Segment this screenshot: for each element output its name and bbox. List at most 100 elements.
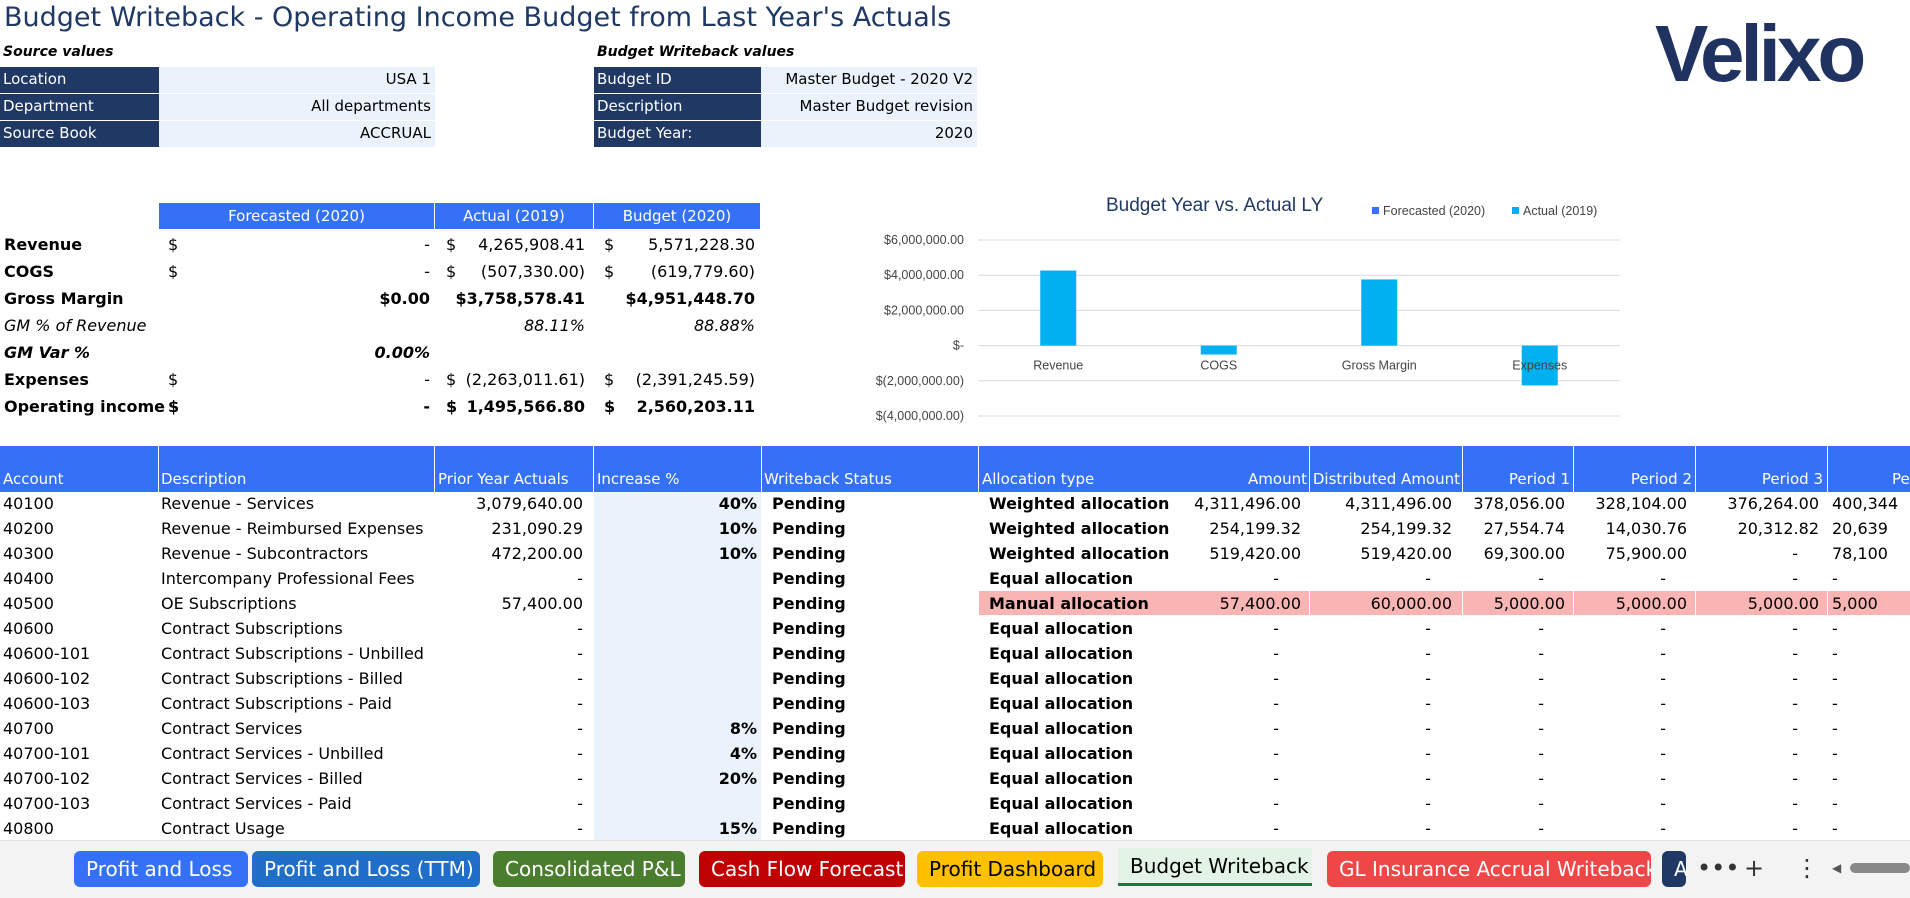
prior-year-cell[interactable]: 231,090.29	[491, 519, 583, 538]
period-1-cell[interactable]: 69,300.00	[1483, 544, 1565, 563]
period-4-cell[interactable]: -	[1832, 694, 1838, 713]
prior-year-cell[interactable]: -	[577, 794, 583, 813]
description-cell[interactable]: Contract Services - Billed	[161, 769, 363, 788]
amount-cell[interactable]: -	[1273, 569, 1279, 588]
writeback-status-cell[interactable]: Pending	[772, 819, 846, 838]
period-3-cell[interactable]: -	[1792, 719, 1798, 738]
prior-year-cell[interactable]: -	[577, 769, 583, 788]
period-2-cell[interactable]: -	[1660, 744, 1666, 763]
allocation-type-cell[interactable]: Manual allocation	[989, 594, 1149, 613]
scrollbar-thumb[interactable]	[1850, 863, 1910, 873]
prior-year-cell[interactable]: 3,079,640.00	[476, 494, 583, 513]
writeback-status-cell[interactable]: Pending	[772, 594, 846, 613]
account-cell[interactable]: 40300	[3, 544, 54, 563]
period-2-cell[interactable]: -	[1660, 569, 1666, 588]
description-cell[interactable]: Contract Subscriptions - Billed	[161, 669, 403, 688]
period-4-cell[interactable]: -	[1832, 769, 1838, 788]
description-cell[interactable]: OE Subscriptions	[161, 594, 297, 613]
increase-cell[interactable]: 15%	[718, 819, 757, 838]
description-cell[interactable]: Contract Subscriptions	[161, 619, 343, 638]
bar-cogs[interactable]	[1200, 345, 1237, 355]
writeback-status-cell[interactable]: Pending	[772, 719, 846, 738]
period-1-cell[interactable]: -	[1538, 819, 1544, 838]
bar-revenue[interactable]	[1040, 270, 1077, 346]
description-cell[interactable]: Contract Services	[161, 719, 303, 738]
period-1-cell[interactable]: 5,000.00	[1493, 594, 1565, 613]
account-cell[interactable]: 40600-102	[3, 669, 91, 688]
actual-value[interactable]: (507,330.00)	[480, 262, 585, 281]
distributed-amount-cell[interactable]: -	[1425, 819, 1431, 838]
forecast-value[interactable]: $0.00	[379, 289, 430, 308]
source-value[interactable]: USA 1	[159, 67, 435, 94]
column-header-period-3[interactable]: Period 3	[1761, 470, 1823, 488]
allocation-type-cell[interactable]: Equal allocation	[989, 819, 1134, 838]
amount-cell[interactable]: 254,199.32	[1209, 519, 1301, 538]
account-cell[interactable]: 40400	[3, 569, 54, 588]
amount-cell[interactable]: -	[1273, 669, 1279, 688]
forecast-value[interactable]: 0.00%	[374, 343, 430, 362]
bar-gross-margin[interactable]	[1361, 279, 1398, 346]
period-3-cell[interactable]: 5,000.00	[1747, 594, 1819, 613]
allocation-type-cell[interactable]: Equal allocation	[989, 694, 1134, 713]
budget-value[interactable]: (619,779.60)	[650, 262, 755, 281]
prior-year-cell[interactable]: 472,200.00	[491, 544, 583, 563]
period-3-cell[interactable]: 20,312.82	[1737, 519, 1819, 538]
table-row[interactable]: 40500 OE Subscriptions 57,400.00 Pending Man…	[0, 591, 1910, 616]
amount-cell[interactable]: -	[1273, 619, 1279, 638]
period-4-cell[interactable]: -	[1832, 794, 1838, 813]
period-2-cell[interactable]: 5,000.00	[1615, 594, 1687, 613]
column-header-period-1[interactable]: Period 1	[1508, 470, 1570, 488]
more-sheets-icon[interactable]: •••	[1697, 854, 1740, 882]
forecast-value[interactable]: -	[424, 235, 430, 254]
period-1-cell[interactable]: -	[1538, 644, 1544, 663]
writeback-value[interactable]: Master Budget revision	[761, 94, 977, 121]
table-row[interactable]: 40600-102 Contract Subscriptions - Billed…	[0, 666, 1910, 691]
description-cell[interactable]: Revenue - Subcontractors	[161, 544, 369, 563]
period-3-cell[interactable]: -	[1792, 669, 1798, 688]
writeback-status-cell[interactable]: Pending	[772, 644, 846, 663]
period-1-cell[interactable]: -	[1538, 694, 1544, 713]
prior-year-cell[interactable]: -	[577, 719, 583, 738]
allocation-type-cell[interactable]: Equal allocation	[989, 794, 1134, 813]
period-4-cell[interactable]: -	[1832, 669, 1838, 688]
period-4-cell[interactable]: -	[1832, 719, 1838, 738]
description-cell[interactable]: Contract Usage	[161, 819, 285, 838]
increase-cell[interactable]: 10%	[718, 544, 757, 563]
distributed-amount-cell[interactable]: -	[1425, 669, 1431, 688]
distributed-amount-cell[interactable]: -	[1425, 694, 1431, 713]
period-2-cell[interactable]: 328,104.00	[1595, 494, 1687, 513]
writeback-status-cell[interactable]: Pending	[772, 494, 846, 513]
period-4-cell[interactable]: 20,639	[1832, 519, 1888, 538]
budget-value[interactable]: 5,571,228.30	[648, 235, 755, 254]
prior-year-cell[interactable]: -	[577, 669, 583, 688]
table-row[interactable]: 40600-101 Contract Subscriptions - Unbill…	[0, 641, 1910, 666]
period-1-cell[interactable]: -	[1538, 669, 1544, 688]
account-cell[interactable]: 40600-103	[3, 694, 91, 713]
allocation-type-cell[interactable]: Equal allocation	[989, 744, 1134, 763]
period-4-cell[interactable]: -	[1832, 644, 1838, 663]
column-header-writeback-status[interactable]: Writeback Status	[764, 470, 892, 488]
description-cell[interactable]: Contract Services - Paid	[161, 794, 352, 813]
allocation-type-cell[interactable]: Weighted allocation	[989, 494, 1170, 513]
account-cell[interactable]: 40700	[3, 719, 54, 738]
actual-value[interactable]: $3,758,578.41	[455, 289, 585, 308]
account-cell[interactable]: 40700-101	[3, 744, 91, 763]
amount-cell[interactable]: -	[1273, 794, 1279, 813]
period-1-cell[interactable]: -	[1538, 719, 1544, 738]
period-1-cell[interactable]: 27,554.74	[1483, 519, 1565, 538]
budget-value[interactable]: (2,391,245.59)	[635, 370, 755, 389]
amount-cell[interactable]: -	[1273, 644, 1279, 663]
writeback-status-cell[interactable]: Pending	[772, 769, 846, 788]
actual-value[interactable]: 4,265,908.41	[478, 235, 585, 254]
period-2-cell[interactable]: 14,030.76	[1605, 519, 1687, 538]
budget-value[interactable]: 2,560,203.11	[636, 397, 755, 416]
period-3-cell[interactable]: -	[1792, 569, 1798, 588]
amount-cell[interactable]: -	[1273, 694, 1279, 713]
period-3-cell[interactable]: -	[1792, 794, 1798, 813]
sheet-tab-active[interactable]: Budget Writeback	[1118, 848, 1312, 886]
amount-cell[interactable]: 4,311,496.00	[1194, 494, 1301, 513]
amount-cell[interactable]: -	[1273, 719, 1279, 738]
prior-year-cell[interactable]: -	[577, 694, 583, 713]
account-cell[interactable]: 40600-101	[3, 644, 91, 663]
column-header-increase-pct[interactable]: Increase %	[597, 470, 680, 488]
